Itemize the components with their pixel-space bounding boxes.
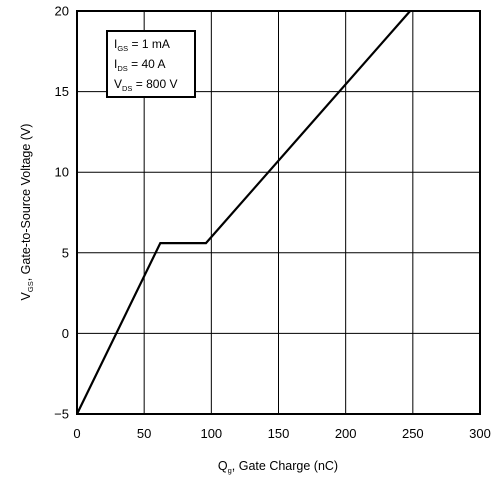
x-tick-label-5: 250 <box>402 426 424 441</box>
x-tick-label-6: 300 <box>469 426 491 441</box>
x-tick-label-4: 200 <box>335 426 357 441</box>
y-axis-title-text: , Gate-to-Source Voltage (V) <box>19 124 33 282</box>
y-tick-labels: −5 0 5 10 15 20 <box>54 4 69 422</box>
y-axis-title-subscript: GS <box>26 281 35 292</box>
grid-layer <box>77 11 480 414</box>
x-tick-labels: 0 50 100 150 200 250 300 <box>73 426 490 441</box>
legend-line-2-text: = 40 A <box>128 57 166 71</box>
legend-line-1-symbol: I <box>114 37 117 51</box>
x-tick-label-1: 50 <box>137 426 151 441</box>
legend-line-3-subscript: DS <box>122 84 132 93</box>
x-axis-title-subscript: g <box>228 466 232 475</box>
x-axis-title-text: , Gate Charge (nC) <box>232 459 338 473</box>
legend-line-3-symbol: V <box>114 77 122 91</box>
legend-line-1: IGS = 1 mA <box>114 37 170 53</box>
y-tick-label-0: −5 <box>54 407 69 422</box>
y-axis-title: VGS, Gate-to-Source Voltage (V) <box>19 124 35 301</box>
legend-line-1-subscript: GS <box>117 44 128 53</box>
y-tick-label-3: 10 <box>55 165 69 180</box>
legend-line-1-text: = 1 mA <box>128 37 170 51</box>
y-axis-title-symbol: V <box>19 291 33 300</box>
series-layer <box>76 10 411 415</box>
x-tick-label-2: 100 <box>200 426 222 441</box>
y-tick-label-5: 20 <box>55 4 69 19</box>
plot-frame <box>76 10 481 415</box>
y-tick-label-1: 0 <box>62 326 69 341</box>
legend-line-2-symbol: I <box>114 57 117 71</box>
x-axis-title-symbol: Q <box>218 459 228 473</box>
legend-line-3-text: = 800 V <box>132 77 177 91</box>
legend-frame <box>106 30 196 98</box>
legend-line-2-subscript: DS <box>117 64 127 73</box>
x-axis-title: Qg, Gate Charge (nC) <box>218 459 338 475</box>
legend-line-2: IDS = 40 A <box>114 57 165 73</box>
conditions-legend: IGS = 1 mA IDS = 40 A VDS = 800 V <box>106 30 196 98</box>
series-line-0 <box>76 10 411 415</box>
y-tick-label-4: 15 <box>55 84 69 99</box>
legend-line-3: VDS = 800 V <box>114 77 177 93</box>
x-tick-label-0: 0 <box>73 426 80 441</box>
x-tick-label-3: 150 <box>268 426 290 441</box>
y-tick-label-2: 5 <box>62 245 69 260</box>
